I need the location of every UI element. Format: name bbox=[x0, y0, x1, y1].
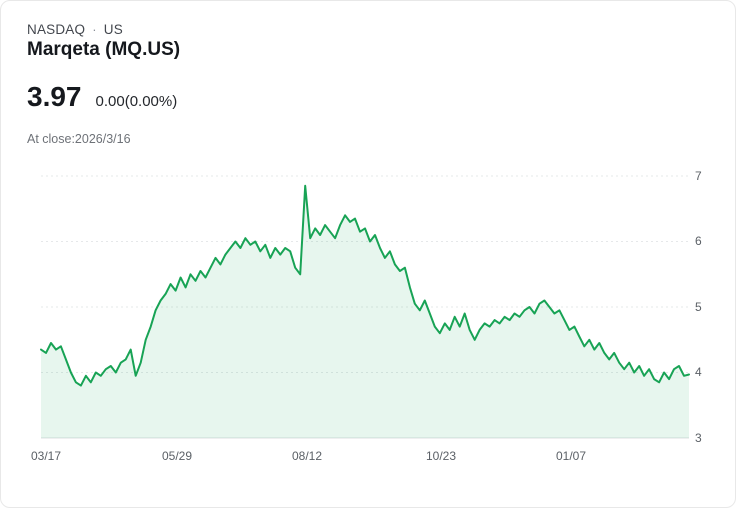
x-tick-label: 10/23 bbox=[425, 449, 457, 463]
region-label: US bbox=[103, 22, 123, 37]
x-tick-label: 01/07 bbox=[555, 449, 587, 463]
price-row: 3.97 0.00(0.00%) bbox=[27, 81, 177, 113]
separator-dot: · bbox=[92, 22, 97, 37]
x-tick-label: 03/17 bbox=[30, 449, 62, 463]
stock-title: Marqeta (MQ.US) bbox=[27, 39, 181, 60]
y-tick-label: 3 bbox=[695, 431, 702, 445]
y-tick-label: 7 bbox=[695, 169, 702, 183]
x-tick-label: 08/12 bbox=[291, 449, 323, 463]
price-change: 0.00(0.00%) bbox=[95, 93, 178, 110]
as-of-label: At close:2026/3/16 bbox=[27, 132, 131, 146]
x-tick-label: 05/29 bbox=[161, 449, 193, 463]
y-tick-label: 5 bbox=[695, 300, 702, 314]
exchange-label: NASDAQ bbox=[27, 22, 86, 37]
y-tick-label: 6 bbox=[695, 234, 702, 248]
price-value: 3.97 bbox=[27, 81, 82, 112]
exchange-row: NASDAQ · US bbox=[27, 22, 123, 37]
y-tick-label: 4 bbox=[695, 365, 702, 379]
